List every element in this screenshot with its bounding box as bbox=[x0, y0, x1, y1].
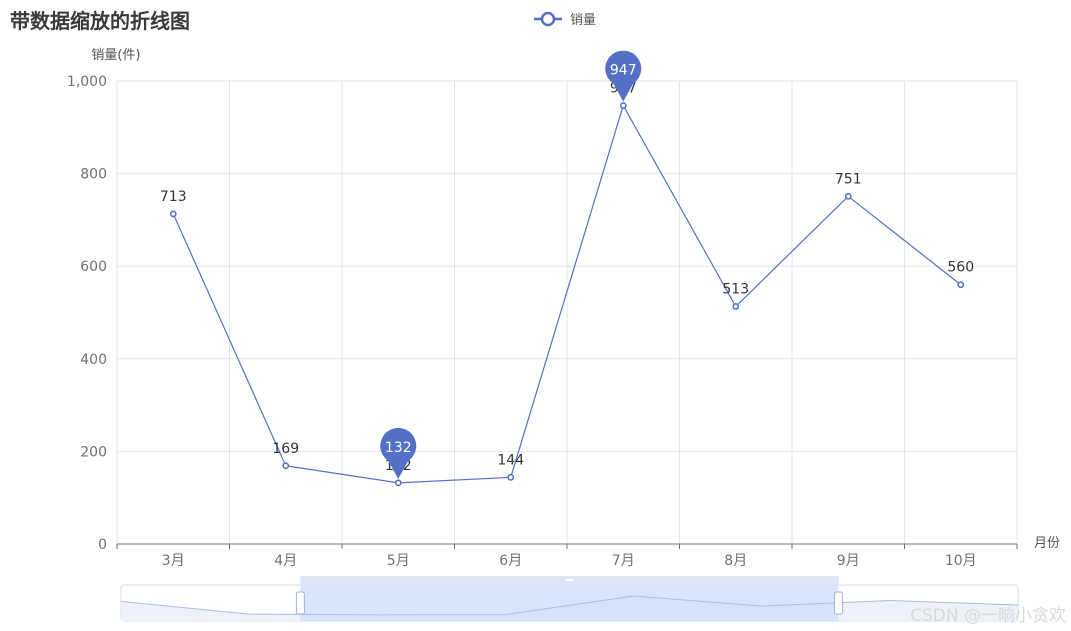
datazoom-start-handle[interactable] bbox=[295, 591, 305, 615]
markpoint-pin-icon bbox=[380, 427, 417, 479]
data-label: 169 bbox=[272, 441, 299, 457]
x-tick-label: 3月 bbox=[162, 553, 185, 569]
watermark: CSDN @一晌小贪欢 bbox=[910, 606, 1066, 626]
x-axis-name: 月份 bbox=[1034, 536, 1060, 551]
datazoom-selected-window[interactable] bbox=[300, 585, 839, 621]
data-label: 713 bbox=[160, 189, 187, 205]
data-point[interactable] bbox=[957, 281, 965, 289]
y-tick-label: 400 bbox=[80, 352, 107, 368]
data-point[interactable] bbox=[619, 102, 627, 109]
data-point[interactable] bbox=[282, 462, 290, 470]
x-tick-label: 6月 bbox=[499, 553, 522, 569]
datazoom-preview-line bbox=[120, 595, 1019, 616]
y-tick-label: 0 bbox=[98, 537, 107, 553]
y-axis-name: 销量(件) bbox=[91, 48, 140, 63]
markpoint-value: 947 bbox=[610, 63, 637, 79]
y-tick-label: 200 bbox=[80, 444, 107, 460]
data-point[interactable] bbox=[507, 473, 515, 481]
datazoom-end-handle[interactable] bbox=[834, 591, 844, 615]
data-point[interactable] bbox=[169, 210, 177, 218]
chart-title: 带数据缩放的折线图 bbox=[10, 9, 190, 33]
y-tick-label: 800 bbox=[80, 167, 107, 183]
y-tick-label: 1,000 bbox=[67, 74, 107, 90]
data-point[interactable] bbox=[732, 303, 740, 310]
markpoint-max[interactable]: 947 bbox=[605, 50, 642, 102]
markpoint-pin-icon bbox=[605, 50, 642, 102]
x-tick-label: 5月 bbox=[387, 553, 410, 569]
x-tick-label: 8月 bbox=[724, 553, 747, 569]
data-point[interactable] bbox=[394, 479, 402, 487]
data-point[interactable] bbox=[844, 192, 852, 200]
data-label: 144 bbox=[497, 452, 524, 468]
data-label: 560 bbox=[947, 260, 974, 276]
legend-label: 销量 bbox=[570, 13, 596, 28]
x-tick-label: 9月 bbox=[837, 553, 860, 569]
markpoint-value: 132 bbox=[385, 440, 412, 456]
data-label: 513 bbox=[722, 281, 749, 297]
datazoom-grip-icon bbox=[565, 579, 574, 581]
series-line bbox=[172, 104, 962, 484]
data-label: 751 bbox=[835, 171, 862, 187]
markpoint-min[interactable]: 132 bbox=[380, 427, 417, 479]
y-tick-label: 600 bbox=[80, 259, 107, 275]
x-tick-label: 4月 bbox=[274, 553, 297, 569]
legend[interactable]: 销量 bbox=[534, 11, 596, 28]
legend-marker-icon bbox=[540, 11, 556, 27]
x-tick-label: 10月 bbox=[945, 553, 977, 569]
x-tick-label: 7月 bbox=[612, 553, 635, 569]
